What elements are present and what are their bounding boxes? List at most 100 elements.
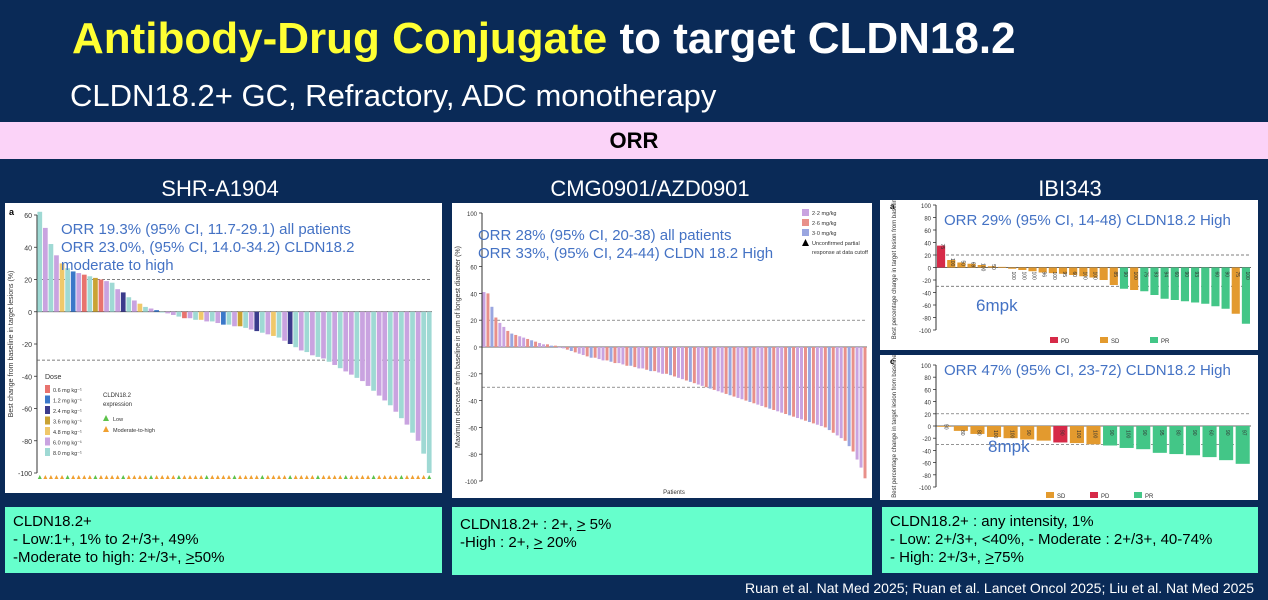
- expression-marker: [332, 475, 337, 479]
- y-tick-label: -20: [922, 437, 931, 443]
- data-bar: [87, 276, 93, 312]
- panel-letter-a: a: [9, 207, 15, 217]
- data-bar: [649, 347, 653, 372]
- data-bar: [953, 426, 968, 431]
- expression-marker: [265, 475, 270, 479]
- data-bar: [986, 426, 1002, 437]
- orr-text-shr-2: ORR 23.0%, (95% CI, 14.0-34.2) CLDN18.2: [61, 239, 355, 256]
- expression-marker: [160, 475, 165, 479]
- data-bar: [601, 347, 605, 361]
- data-bar: [387, 311, 393, 406]
- bar-value-label: 80: [1174, 430, 1180, 436]
- data-bar: [510, 333, 514, 347]
- data-bar: [337, 311, 343, 369]
- data-bar: [332, 311, 338, 365]
- expression-marker: [260, 475, 265, 479]
- x-axis-label: Patients: [663, 490, 685, 496]
- y-tick-label: 60: [470, 266, 477, 272]
- data-bar: [109, 282, 115, 312]
- bar-value-label: 100: [1020, 272, 1026, 281]
- legend-dose-swatch: [45, 448, 50, 456]
- data-bar: [716, 347, 720, 392]
- bar-value-label: 90: [1141, 430, 1147, 436]
- data-bar: [382, 311, 388, 401]
- legend-expr-label: Low: [113, 417, 123, 423]
- data-bar: [569, 347, 573, 352]
- bar-value-label: 75: [1142, 272, 1148, 278]
- data-bar: [831, 347, 835, 433]
- data-bar: [154, 310, 159, 312]
- data-bar: [37, 211, 43, 312]
- legend-swatch: [802, 219, 809, 226]
- data-bar: [243, 311, 248, 328]
- data-bar: [546, 344, 549, 347]
- expression-marker: [60, 475, 65, 479]
- expression-marker: [182, 475, 187, 479]
- chart-ibi-a: a -100 -80 -60 -40 -20 0 20 40 60 80 100 Best percen…: [890, 200, 1251, 345]
- expression-marker: [221, 475, 226, 479]
- legend-expr-triangle: [103, 415, 109, 421]
- y-tick-label: 20: [470, 319, 477, 325]
- data-bar: [835, 347, 839, 436]
- bar-value-label: 90: [1122, 272, 1128, 278]
- legend-label: PD: [1101, 494, 1110, 500]
- bar-value-label: 60: [1173, 272, 1179, 278]
- y-tick-label: 100: [921, 364, 932, 370]
- legend-dose-swatch: [45, 395, 50, 404]
- data-bar: [93, 277, 98, 312]
- y-tick-label: -40: [468, 400, 477, 406]
- bar-value-label: 100: [1010, 272, 1016, 281]
- data-bar: [800, 347, 803, 420]
- expression-marker: [327, 475, 332, 479]
- legend-dose-label: 6.0 mg kg⁻¹: [53, 441, 82, 447]
- data-bar: [1185, 426, 1201, 456]
- chart-ibi-c: c -100 -80 -60 -40 -20 0 20 40 60 80 100 Best percen…: [890, 355, 1251, 500]
- data-bar: [1079, 267, 1088, 277]
- expression-marker: [193, 475, 198, 479]
- data-bar: [198, 311, 204, 320]
- bar-value-label: 90: [1025, 430, 1031, 436]
- y-tick-label: -40: [922, 449, 931, 455]
- expression-marker: [115, 475, 120, 479]
- y-tick-label: 0: [474, 346, 478, 352]
- bar-value-label: 100: [949, 258, 955, 267]
- data-bar: [1018, 267, 1027, 270]
- data-bar: [1003, 426, 1018, 439]
- note-shr: CLDN18.2+ - Low:1+, 1% to 2+/3+, 49% -Mo…: [5, 507, 442, 573]
- expression-marker: [176, 475, 181, 479]
- bar-value-label: 100: [1092, 430, 1098, 439]
- bar-value-label: 100: [1031, 272, 1037, 281]
- legend-dose-label: 4.8 mg kg⁻¹: [53, 430, 82, 436]
- data-bar: [637, 347, 641, 369]
- data-bar: [1048, 267, 1057, 274]
- data-bar: [581, 347, 585, 356]
- expression-marker: [121, 475, 126, 479]
- legend-dose-label: 8.0 mg kg⁻¹: [53, 451, 82, 457]
- legend-label: PR: [1145, 494, 1154, 500]
- expression-marker: [410, 475, 415, 479]
- data-bar: [1028, 267, 1037, 272]
- expression-marker: [393, 475, 398, 479]
- legend-dose-swatch: [45, 406, 50, 414]
- data-bar: [977, 265, 986, 268]
- data-bar: [788, 347, 792, 416]
- bar-value-label: 100: [1009, 430, 1015, 439]
- data-bar: [1235, 426, 1250, 464]
- bar-value-label: 80: [975, 430, 981, 436]
- note-shr-line2: - Low:1+, 1% to 2+/3+, 49%: [13, 531, 199, 548]
- bar-value-label: 50: [990, 264, 996, 270]
- chart-panel-ibi-a: a -100 -80 -60 -40 -20 0 20 40 60 80 100 Best percen…: [880, 200, 1258, 350]
- expression-marker: [388, 475, 393, 479]
- legend-expr-label: Moderate-to-high: [113, 428, 155, 434]
- dose-label-8mpk: 8mpk: [988, 437, 1030, 456]
- bar-value-label: 100: [1125, 430, 1131, 439]
- data-bar: [700, 347, 704, 386]
- data-bar: [115, 289, 121, 312]
- data-bar: [120, 292, 126, 312]
- data-bar: [131, 300, 137, 312]
- bar-value-label: 100: [1075, 430, 1081, 439]
- expression-marker: [215, 475, 220, 479]
- drug-title-cmg: CMG0901/AZD0901: [550, 176, 750, 201]
- data-bar: [653, 347, 657, 372]
- expression-marker: [366, 475, 371, 479]
